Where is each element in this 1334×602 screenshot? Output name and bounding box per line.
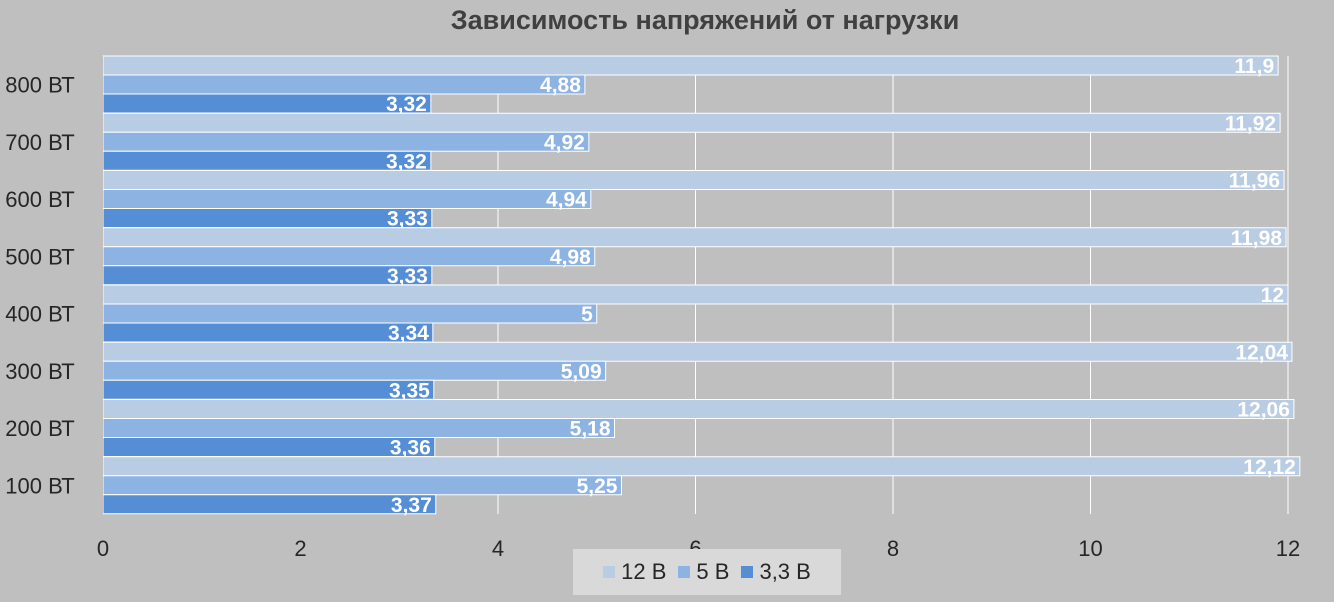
- category-label: 300 ВТ: [5, 359, 74, 384]
- legend-item: 5 В: [678, 559, 729, 585]
- legend-swatch: [678, 566, 691, 578]
- data-label: 5: [581, 303, 593, 326]
- bar: [102, 284, 1289, 305]
- bar: [102, 227, 1287, 248]
- data-label: 12: [1261, 284, 1284, 307]
- data-label: 11,9: [1234, 55, 1274, 78]
- bar: [102, 131, 590, 152]
- bar: [102, 418, 616, 438]
- legend-item: 3,3 В: [741, 559, 811, 585]
- data-label: 3,34: [388, 322, 429, 345]
- bar: [102, 170, 1285, 190]
- data-label: 3,32: [386, 93, 427, 116]
- x-tick-label: 10: [1078, 536, 1102, 561]
- data-label: 11,92: [1225, 112, 1276, 135]
- bar: [102, 150, 432, 171]
- bar: [102, 93, 432, 114]
- x-tick-label: 8: [887, 536, 899, 561]
- data-label: 4,92: [544, 131, 585, 154]
- bar: [102, 322, 434, 343]
- legend-swatch: [603, 566, 616, 578]
- chart-title: Зависимость напряжений от нагрузки: [450, 5, 960, 35]
- data-label: 3,33: [387, 208, 428, 231]
- bar: [102, 379, 435, 400]
- category-label: 100 ВТ: [5, 473, 74, 498]
- data-label: 5,09: [561, 360, 602, 383]
- bar: [102, 55, 1279, 76]
- bar: [102, 208, 433, 228]
- legend-swatch: [741, 566, 754, 578]
- legend-item: 12 В: [603, 559, 666, 585]
- data-label: 4,98: [550, 246, 591, 269]
- x-tick-label: 0: [97, 536, 109, 561]
- data-label: 3,33: [387, 265, 428, 288]
- data-label: 12,06: [1237, 399, 1290, 422]
- bar: [102, 456, 1301, 477]
- category-label: 700 ВТ: [5, 130, 74, 155]
- bar: [102, 341, 1293, 362]
- category-label: 200 ВТ: [5, 416, 74, 441]
- bar: [102, 74, 586, 95]
- legend-label: 3,3 В: [759, 559, 811, 584]
- category-label: 500 ВТ: [5, 244, 74, 269]
- category-label: 800 ВТ: [5, 73, 74, 98]
- data-label: 3,32: [386, 150, 427, 173]
- bar: [102, 265, 433, 286]
- bar: [102, 475, 622, 496]
- legend-label: 5 В: [696, 559, 730, 584]
- bar: [102, 399, 1295, 419]
- bar: [102, 494, 437, 515]
- data-label: 4,88: [540, 74, 581, 97]
- legend-label: 12 В: [621, 559, 667, 584]
- x-tick-label: 4: [492, 536, 504, 561]
- x-tick-label: 12: [1276, 536, 1300, 561]
- category-label: 600 ВТ: [5, 187, 74, 212]
- data-label: 12,12: [1243, 456, 1296, 479]
- data-label: 11,98: [1231, 227, 1283, 250]
- bar: [102, 189, 592, 209]
- x-tick-label: 2: [294, 536, 306, 561]
- data-label: 3,35: [389, 379, 430, 402]
- data-label: 5,18: [570, 418, 611, 441]
- bar: [102, 360, 607, 381]
- bar: [102, 303, 598, 324]
- data-label: 12,04: [1235, 341, 1288, 364]
- bar: [102, 437, 436, 457]
- bar: [102, 112, 1281, 133]
- bar: [102, 246, 596, 267]
- data-label: 3,37: [391, 494, 432, 517]
- legend: 12 В 5 В 3,3 В: [573, 549, 841, 595]
- data-label: 5,25: [577, 475, 618, 498]
- data-label: 4,94: [546, 189, 587, 212]
- category-label: 400 ВТ: [5, 302, 74, 327]
- data-label: 3,36: [390, 437, 431, 460]
- data-label: 11,96: [1229, 170, 1280, 193]
